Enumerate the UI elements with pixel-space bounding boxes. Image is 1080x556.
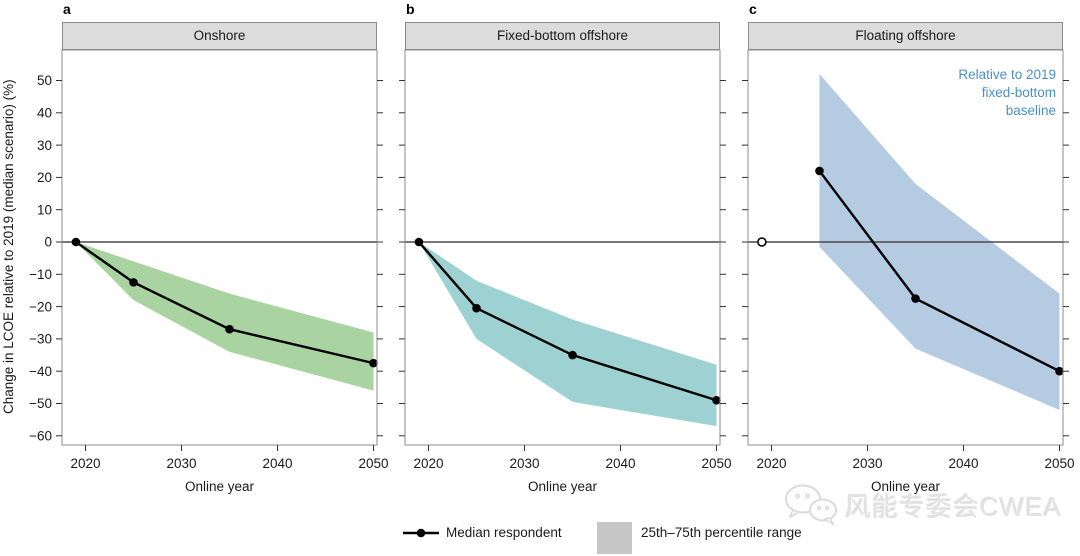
y-axis-title: Change in LCOE relative to 2019 (median … xyxy=(1,79,16,415)
x-axis-tick-label: 2050 xyxy=(1044,456,1074,471)
median-line xyxy=(75,241,374,365)
panel-letter-b: b xyxy=(406,1,415,17)
median-point xyxy=(129,278,138,287)
x-axis-tick-label: 2050 xyxy=(358,456,388,471)
watermark-text: 风能专委会CWEA xyxy=(845,491,1063,522)
baseline-annotation-line-3: baseline xyxy=(1005,103,1056,118)
y-axis-tick-label: 10 xyxy=(37,202,52,217)
y-axis-tick-label: 30 xyxy=(37,138,52,153)
median-point xyxy=(472,303,481,313)
panel-border xyxy=(747,49,1064,446)
baseline-annotation-line-2: fixed-bottom xyxy=(981,85,1056,100)
wechat-icon xyxy=(785,484,837,527)
x-axis-tick-label: 2030 xyxy=(852,456,882,471)
x-axis-tick-label: 2030 xyxy=(166,456,196,471)
median-point xyxy=(71,237,81,247)
x-axis-title-b: Online year xyxy=(527,479,598,494)
y-axis-tick-label: −40 xyxy=(29,364,52,379)
legend-band-label: 25th–75th percentile range xyxy=(641,525,802,540)
panel-border xyxy=(404,49,721,446)
panel-letter-c: c xyxy=(749,1,757,17)
median-point xyxy=(568,350,577,360)
median-point xyxy=(815,166,824,176)
watermark: 风能专委会CWEA xyxy=(783,482,1062,528)
x-axis-title-a: Online year xyxy=(184,479,255,494)
baseline-annotation: Relative to 2019 fixed-bottom baseline xyxy=(958,66,1056,120)
percentile-band xyxy=(418,242,717,427)
y-axis-tick-label: −50 xyxy=(29,396,52,411)
x-axis-tick-label: 2020 xyxy=(413,456,443,471)
x-axis-tick-label: 2040 xyxy=(605,456,635,471)
median-line-icon xyxy=(403,528,439,538)
panel-border xyxy=(61,49,378,446)
median-point xyxy=(225,324,234,334)
x-axis-tick-label: 2020 xyxy=(70,456,100,471)
legend-median-label: Median respondent xyxy=(446,525,562,540)
panel-header-fixed-bottom: Fixed-bottom offshore xyxy=(405,22,720,50)
panel-header-floating: Floating offshore xyxy=(748,22,1063,50)
y-axis-tick-label: −10 xyxy=(29,267,52,282)
y-axis-tick-label: −60 xyxy=(29,429,52,444)
x-axis-title-c: Online year xyxy=(870,479,941,494)
y-axis-tick-label: −20 xyxy=(29,299,52,314)
y-axis-tick-label: −30 xyxy=(29,332,52,347)
baseline-open-point xyxy=(757,237,767,247)
y-axis-tick-label: 50 xyxy=(37,73,52,88)
x-axis-tick-label: 2030 xyxy=(509,456,539,471)
median-line xyxy=(417,241,717,402)
median-point xyxy=(369,358,378,368)
y-axis-tick-label: 0 xyxy=(44,235,52,250)
x-axis-tick-label: 2040 xyxy=(262,456,292,471)
y-axis-tick-label: 20 xyxy=(37,170,52,185)
median-point xyxy=(911,294,920,303)
y-axis-tick-label: 40 xyxy=(37,106,52,121)
median-point xyxy=(414,237,424,247)
baseline-annotation-line-1: Relative to 2019 xyxy=(958,67,1056,82)
chart-legend: Median respondent 25th–75th percentile r… xyxy=(0,520,1080,556)
legend-band-swatch xyxy=(597,522,632,554)
panel-letter-a: a xyxy=(63,1,71,17)
median-point xyxy=(1055,366,1064,376)
x-axis-tick-label: 2040 xyxy=(948,456,978,471)
median-point xyxy=(712,395,721,405)
x-axis-tick-label: 2050 xyxy=(701,456,731,471)
x-axis-tick-label: 2020 xyxy=(756,456,786,471)
panel-header-onshore: Onshore xyxy=(62,22,377,50)
percentile-band xyxy=(75,242,374,391)
